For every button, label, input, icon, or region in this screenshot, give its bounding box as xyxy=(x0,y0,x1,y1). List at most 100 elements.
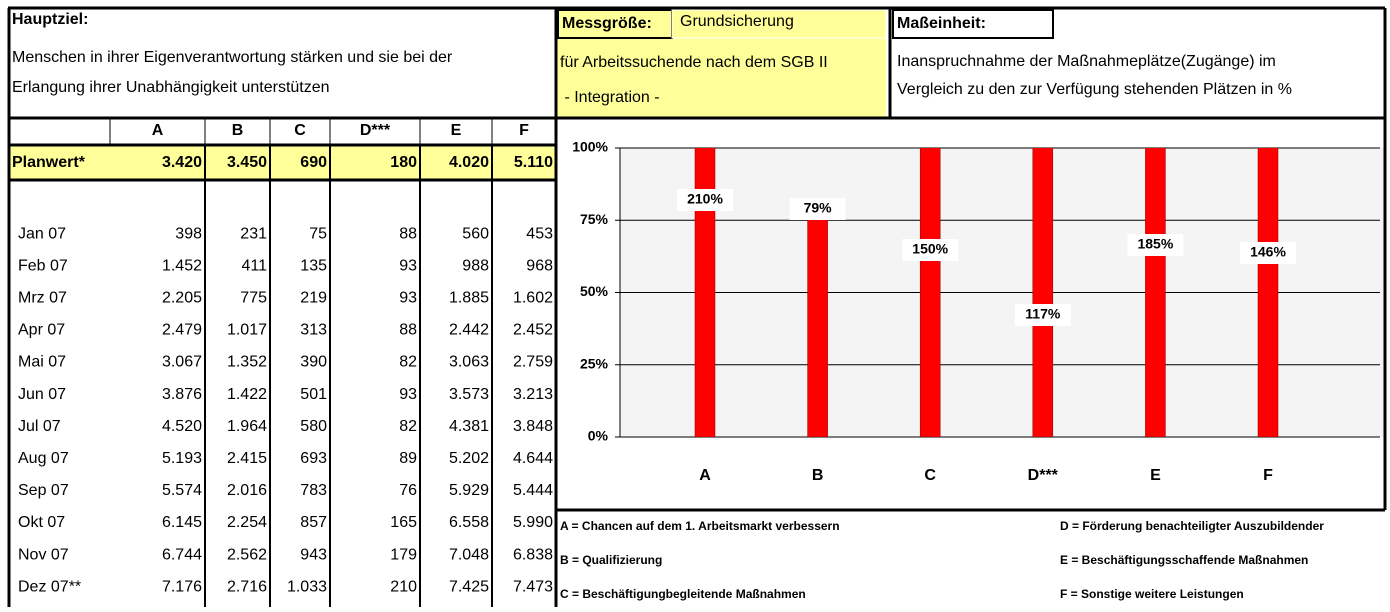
cell: 943 xyxy=(300,546,327,563)
plan-value: 3.420 xyxy=(162,154,202,171)
y-tick-label: 100% xyxy=(572,139,608,155)
unit-line: Inanspruchnahme der Maßnahmeplätze(Zugän… xyxy=(897,53,1276,70)
cell: 219 xyxy=(300,289,327,306)
legend-entry: F = Sonstige weitere Leistungen xyxy=(1060,587,1244,601)
plan-value: 4.020 xyxy=(449,154,489,171)
cell: 7.425 xyxy=(449,578,489,595)
cell: 1.964 xyxy=(227,418,267,435)
bars xyxy=(694,148,1279,437)
row-label: Jul 07 xyxy=(18,418,61,435)
x-tick-label: B xyxy=(812,467,824,484)
cell: 4.644 xyxy=(513,450,553,467)
cell: 3.213 xyxy=(513,386,553,403)
cell: 5.444 xyxy=(513,482,553,499)
cell: 1.452 xyxy=(162,257,202,274)
y-tick-label: 75% xyxy=(580,211,609,227)
cell: 783 xyxy=(300,482,327,499)
bar xyxy=(1145,148,1166,437)
cell: 2.562 xyxy=(227,546,267,563)
cell: 179 xyxy=(390,546,417,563)
cell: 6.744 xyxy=(162,546,202,563)
y-tick-label: 0% xyxy=(588,428,609,444)
row-label: Jan 07 xyxy=(18,225,66,242)
x-tick-label: E xyxy=(1150,467,1161,484)
cell: 2.759 xyxy=(513,354,553,371)
cell: 3.876 xyxy=(162,386,202,403)
row-label: Aug 07 xyxy=(18,450,69,467)
cell: 1.352 xyxy=(227,354,267,371)
x-tick-label: F xyxy=(1263,467,1273,484)
measure-label: Messgröße: xyxy=(562,15,652,32)
cell: 1.602 xyxy=(513,289,553,306)
x-tick-label: D*** xyxy=(1028,467,1059,484)
cell: 3.848 xyxy=(513,418,553,435)
cell: 2.205 xyxy=(162,289,202,306)
row-label: Sep 07 xyxy=(18,482,69,499)
cell: 560 xyxy=(462,225,489,242)
legend-entry: C = Beschäftigungbegleitende Maßnahmen xyxy=(560,587,806,601)
cell: 82 xyxy=(399,354,417,371)
column-header: C xyxy=(294,122,306,139)
cell: 398 xyxy=(175,225,202,242)
legend-entry: E = Beschäftigungsschaffende Maßnahmen xyxy=(1060,553,1308,567)
cell: 3.573 xyxy=(449,386,489,403)
cell: 411 xyxy=(241,257,267,274)
cell: 75 xyxy=(309,225,327,242)
cell: 5.990 xyxy=(513,514,553,531)
cell: 82 xyxy=(399,418,417,435)
cell: 3.063 xyxy=(449,354,489,371)
cell: 775 xyxy=(240,289,267,306)
value-label: 150% xyxy=(912,241,948,257)
column-header: F xyxy=(519,122,529,139)
row-label: Feb 07 xyxy=(18,257,68,274)
measure-line: - Integration - xyxy=(560,89,660,106)
cell: 5.193 xyxy=(162,450,202,467)
bar xyxy=(1257,148,1279,437)
x-tick-label: A xyxy=(699,467,711,484)
cell: 165 xyxy=(390,514,417,531)
measure-name: Grundsicherung xyxy=(680,13,794,30)
bar xyxy=(807,208,828,437)
measure-line: für Arbeitssuchende nach dem SGB II xyxy=(560,54,828,71)
cell: 6.145 xyxy=(162,514,202,531)
measure-name-box xyxy=(671,9,887,39)
cell: 6.558 xyxy=(449,514,489,531)
y-tick-label: 50% xyxy=(580,283,609,299)
cell: 7.176 xyxy=(162,578,202,595)
cell: 1.017 xyxy=(227,322,267,339)
cell: 88 xyxy=(399,225,417,242)
cell: 89 xyxy=(399,450,417,467)
cell: 7.473 xyxy=(513,578,553,595)
cell: 2.442 xyxy=(449,322,489,339)
plan-value: 3.450 xyxy=(227,154,267,171)
row-label: Jun 07 xyxy=(18,386,66,403)
goal-line: Menschen in ihrer Eigenverantwortung stä… xyxy=(12,49,453,66)
legend-entry: B = Qualifizierung xyxy=(560,553,662,567)
cell: 693 xyxy=(300,450,327,467)
row-label: Dez 07** xyxy=(18,578,81,595)
value-label-bg xyxy=(902,239,959,261)
cell: 210 xyxy=(390,578,417,595)
row-label: Okt 07 xyxy=(18,514,65,531)
cell: 1.885 xyxy=(449,289,489,306)
cell: 4.381 xyxy=(449,418,489,435)
cell: 5.574 xyxy=(162,482,202,499)
bar xyxy=(694,148,716,437)
cell: 2.452 xyxy=(513,322,553,339)
cell: 2.716 xyxy=(227,578,267,595)
cell: 968 xyxy=(526,257,553,274)
row-label: Nov 07 xyxy=(18,546,69,563)
legend-entry: A = Chancen auf dem 1. Arbeitsmarkt verb… xyxy=(560,519,840,533)
cell: 88 xyxy=(399,322,417,339)
row-label: Apr 07 xyxy=(18,322,65,339)
y-tick-label: 25% xyxy=(580,355,609,371)
cell: 2.479 xyxy=(162,322,202,339)
value-label-bg xyxy=(1240,242,1296,264)
measure-label-box xyxy=(557,9,673,39)
unit-line: Vergleich zu den zur Verfügung stehenden… xyxy=(897,81,1292,98)
cell: 231 xyxy=(240,225,267,242)
cell: 93 xyxy=(399,386,417,403)
cell: 501 xyxy=(300,386,327,403)
cell: 857 xyxy=(300,514,327,531)
column-header: D*** xyxy=(360,122,391,139)
